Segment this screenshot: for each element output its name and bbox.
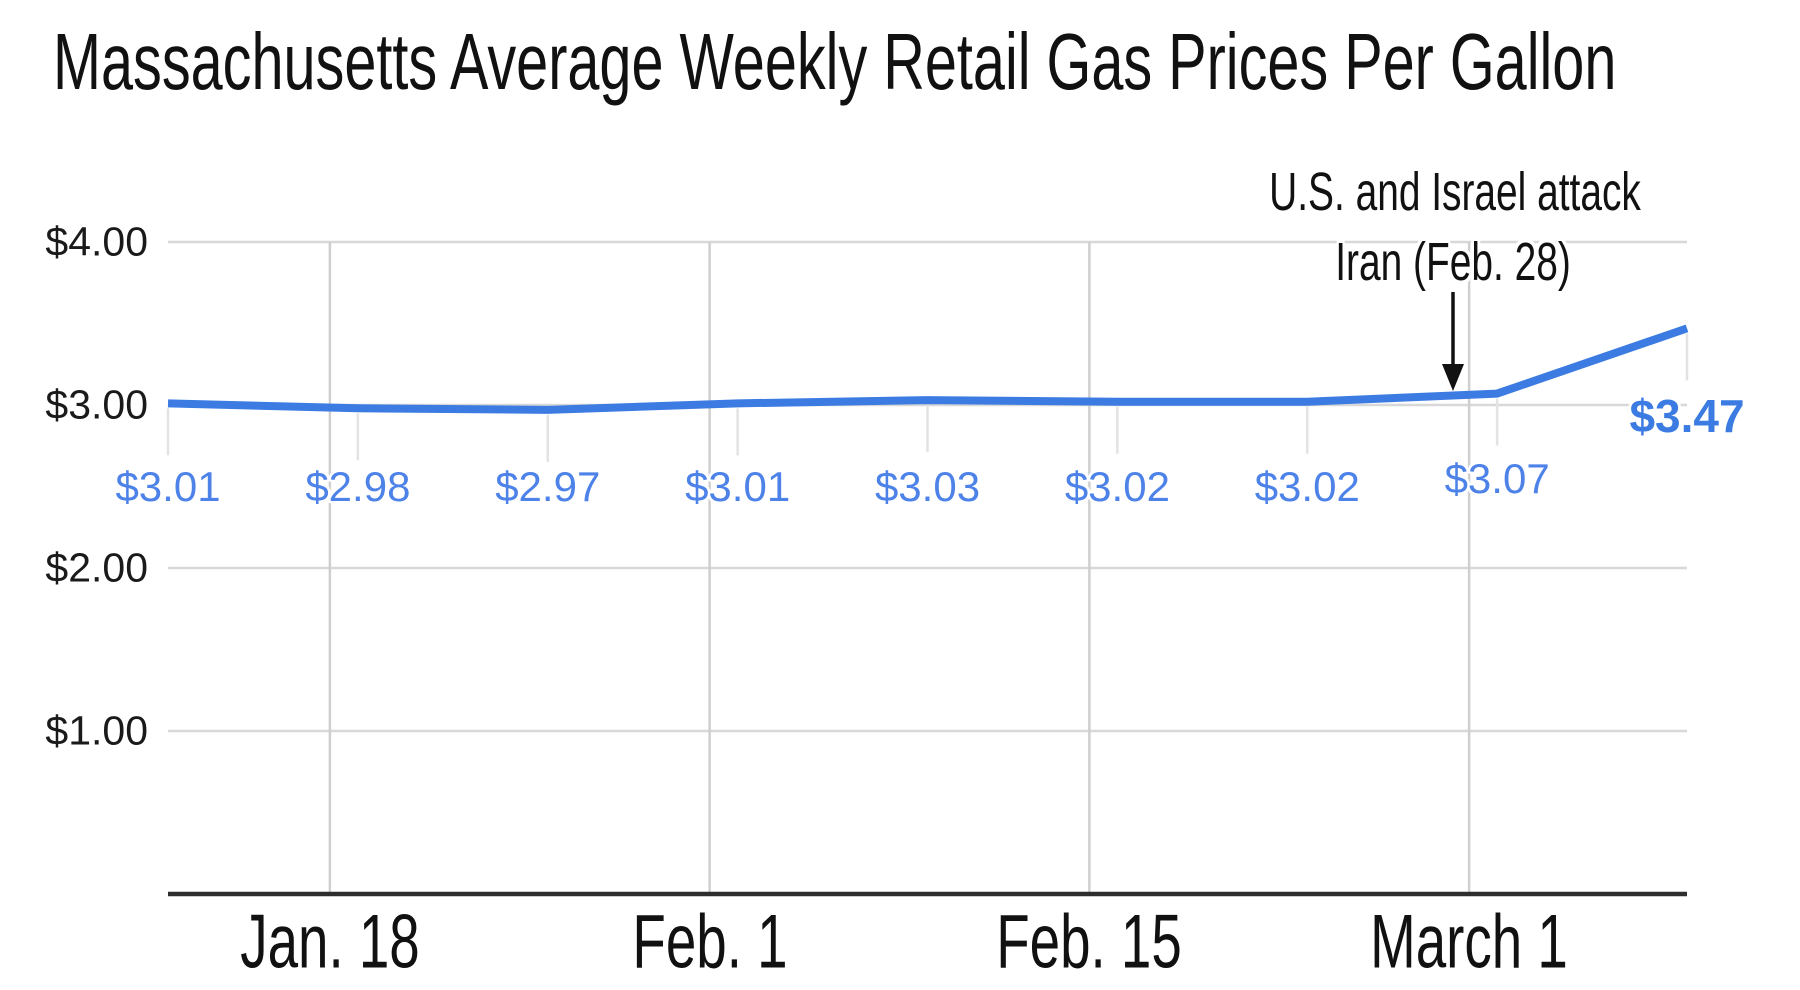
value-label: $3.01 xyxy=(115,463,221,510)
x-axis-label: Jan. 18 xyxy=(240,899,420,985)
value-label: $3.02 xyxy=(1064,463,1170,510)
y-axis-label: $3.00 xyxy=(45,381,148,428)
chart-title: Massachusetts Average Weekly Retail Gas … xyxy=(53,17,1617,106)
value-label: $2.97 xyxy=(495,463,601,510)
end-value-label: $3.47 xyxy=(1629,390,1745,442)
x-axis-label: Feb. 15 xyxy=(996,899,1183,985)
annotation-text-line2: Iran (Feb. 28) xyxy=(1335,232,1571,292)
value-label: $3.01 xyxy=(685,463,791,510)
price-line xyxy=(167,324,1689,414)
y-axis-label: $2.00 xyxy=(45,544,148,591)
annotation-text-line1: U.S. and Israel attack xyxy=(1269,162,1641,222)
value-label: $2.98 xyxy=(305,463,411,510)
y-axis-label: $1.00 xyxy=(45,707,148,754)
x-axis-label: Feb. 1 xyxy=(632,899,788,985)
value-label: $3.07 xyxy=(1444,455,1550,502)
value-label: $3.02 xyxy=(1254,463,1360,510)
value-label: $3.03 xyxy=(874,463,981,510)
y-axis-label: $4.00 xyxy=(45,218,148,265)
x-axis-label: March 1 xyxy=(1370,899,1568,985)
annotation-arrow-head xyxy=(1442,364,1464,391)
